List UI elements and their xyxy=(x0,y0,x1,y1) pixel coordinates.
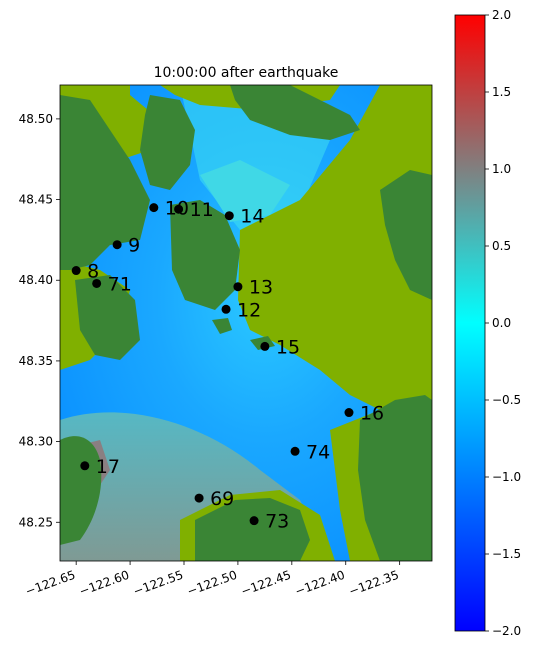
colorbar-tick-label: 1.5 xyxy=(492,85,511,99)
lat-tick-label: 48.30 xyxy=(19,435,53,449)
colorbar-tick-label: 0.0 xyxy=(492,316,511,330)
gauge-markers: 10111498711312151674176973 xyxy=(71,198,384,533)
gauge-marker xyxy=(224,211,234,221)
colorbar-tick-label: −2.0 xyxy=(492,624,521,638)
map-title: 10:00:00 after earthquake xyxy=(154,65,339,81)
lon-tick-label: −122.35 xyxy=(347,568,401,599)
gauge-marker xyxy=(92,278,102,288)
gauge-label: 9 xyxy=(128,235,140,257)
colorbar-tick-label: 0.5 xyxy=(492,239,511,253)
northwest-island xyxy=(60,95,150,270)
lon-tick-label: −122.60 xyxy=(77,568,131,599)
gauge-marker xyxy=(149,203,159,213)
gauge-label: 73 xyxy=(265,511,289,533)
upper-cyan-bay xyxy=(200,160,290,222)
gauge-label: 12 xyxy=(237,299,261,321)
gauge-marker xyxy=(174,204,184,214)
southwest-island xyxy=(60,436,102,545)
lon-tick-label: −122.55 xyxy=(131,568,185,599)
colorbar-tick-label: 1.0 xyxy=(492,162,511,176)
latitude-axis: 48.50 48.45 48.40 48.35 48.30 48.25 xyxy=(19,112,60,529)
gauge-label: 71 xyxy=(108,273,132,295)
southeast-island xyxy=(358,395,432,561)
gauge-marker xyxy=(344,408,354,418)
east-lowland xyxy=(238,85,432,410)
gauge-marker xyxy=(249,516,259,526)
gauge-label: 14 xyxy=(240,206,264,228)
east-upland xyxy=(380,170,432,300)
colorbar-tick-label: 2.0 xyxy=(492,8,511,22)
south-island xyxy=(195,498,310,561)
gauge-label: 15 xyxy=(276,336,300,358)
gauge-marker xyxy=(71,266,81,276)
lat-tick-label: 48.45 xyxy=(19,193,53,207)
gauge-label: 17 xyxy=(96,456,120,478)
northeast-land xyxy=(230,85,360,140)
gauge-marker xyxy=(233,282,243,292)
lon-tick-label: −122.45 xyxy=(239,568,293,599)
central-island xyxy=(170,200,240,310)
colorbar-tick-label: −0.5 xyxy=(492,393,521,407)
gauge-marker xyxy=(260,341,270,351)
lat-tick-label: 48.25 xyxy=(19,515,53,529)
gauge-marker xyxy=(80,461,90,471)
small-island xyxy=(212,318,232,334)
colorbar-tick-label: −1.5 xyxy=(492,547,521,561)
fidalgo-peninsula xyxy=(140,95,195,190)
gauge-marker xyxy=(112,240,122,250)
colorbar xyxy=(454,14,486,632)
gauge-label: 16 xyxy=(360,403,384,425)
west-headland xyxy=(75,275,140,360)
gauge-marker xyxy=(221,304,231,314)
colorbar-axis: 2.0 1.5 1.0 0.5 0.0 −0.5 −1.0 −1.5 −2.0 xyxy=(485,8,521,638)
longitude-axis: −122.65 −122.60 −122.55 −122.50 −122.45 −122.… xyxy=(24,561,401,599)
map-panel xyxy=(60,85,432,561)
lat-tick-label: 48.40 xyxy=(19,273,53,287)
gauge-label: 74 xyxy=(306,441,330,463)
gauge-label: 11 xyxy=(190,199,214,221)
gauge-label: 8 xyxy=(87,261,99,283)
lat-tick-label: 48.35 xyxy=(19,354,53,368)
gauge-label: 13 xyxy=(249,277,273,299)
lat-tick-label: 48.50 xyxy=(19,112,53,126)
lon-tick-label: −122.50 xyxy=(185,568,239,599)
lon-tick-label: −122.40 xyxy=(293,568,347,599)
gauge-marker xyxy=(290,446,300,456)
gauge-label: 69 xyxy=(210,488,234,510)
map-frame xyxy=(59,84,433,562)
lon-tick-label: −122.65 xyxy=(24,568,78,599)
gauge-marker xyxy=(194,493,204,503)
colorbar-tick-label: −1.0 xyxy=(492,470,521,484)
